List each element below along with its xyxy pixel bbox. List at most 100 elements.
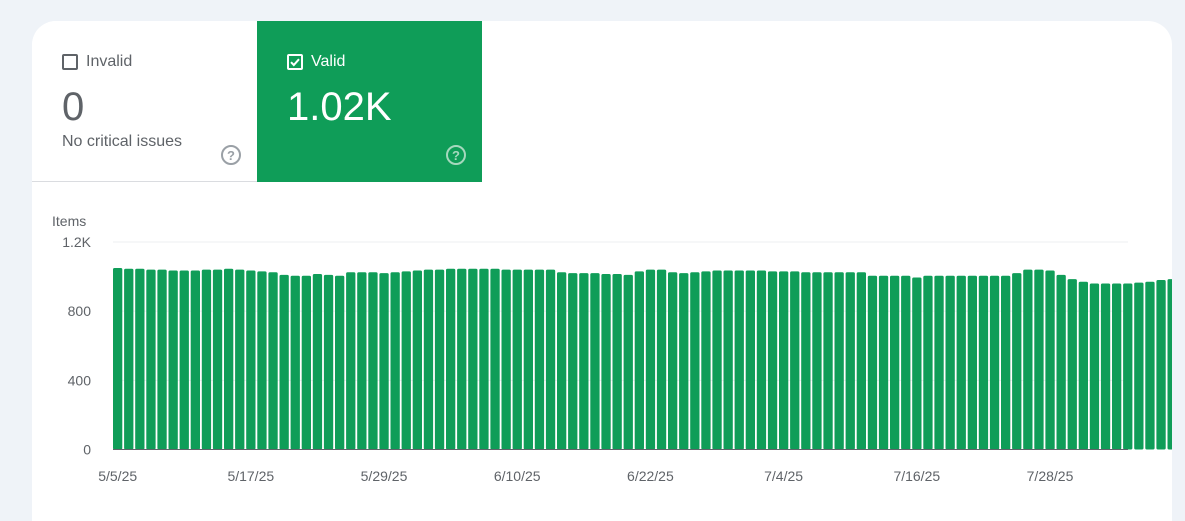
bar[interactable] — [945, 275, 955, 450]
bar[interactable] — [468, 268, 478, 450]
invalid-tile[interactable]: Invalid 0 No critical issues ? — [32, 21, 257, 182]
bar[interactable] — [1145, 281, 1155, 450]
bar[interactable] — [390, 272, 400, 450]
bar[interactable] — [224, 268, 234, 450]
bar[interactable] — [268, 272, 278, 450]
bar[interactable] — [1012, 273, 1022, 450]
bar[interactable] — [401, 271, 411, 450]
bar[interactable] — [967, 275, 977, 450]
bar[interactable] — [934, 275, 944, 450]
bar[interactable] — [656, 269, 667, 450]
bar[interactable] — [1123, 283, 1133, 450]
bar[interactable] — [246, 270, 256, 450]
invalid-checkbox[interactable] — [62, 54, 78, 70]
bar[interactable] — [767, 271, 778, 450]
bar[interactable] — [290, 275, 300, 450]
bar[interactable] — [423, 269, 434, 450]
bar[interactable] — [745, 270, 755, 450]
bar[interactable] — [257, 271, 267, 450]
bar[interactable] — [335, 275, 345, 450]
bar[interactable] — [668, 272, 678, 450]
bar[interactable] — [845, 272, 855, 450]
valid-tile[interactable]: Valid 1.02K ? — [257, 21, 482, 182]
bar[interactable] — [634, 271, 644, 450]
bar[interactable] — [135, 268, 145, 450]
bar[interactable] — [179, 270, 189, 450]
bar[interactable] — [1001, 275, 1011, 450]
bar[interactable] — [812, 272, 822, 450]
bar[interactable] — [190, 270, 200, 450]
bar[interactable] — [1067, 279, 1077, 450]
bar[interactable] — [1045, 270, 1055, 450]
bar[interactable] — [1134, 282, 1144, 450]
bar[interactable] — [823, 272, 833, 450]
bar[interactable] — [756, 270, 767, 450]
bar[interactable] — [379, 273, 389, 450]
bar[interactable] — [368, 272, 378, 450]
bar[interactable] — [357, 272, 367, 450]
bar[interactable] — [612, 273, 622, 450]
bar[interactable] — [1034, 269, 1044, 450]
bar[interactable] — [923, 275, 933, 450]
bar[interactable] — [878, 275, 889, 450]
help-icon[interactable]: ? — [221, 145, 241, 165]
bar[interactable] — [490, 268, 500, 450]
bar[interactable] — [590, 273, 600, 450]
bar[interactable] — [512, 269, 522, 450]
bar[interactable] — [645, 269, 656, 450]
bar[interactable] — [1100, 283, 1111, 450]
bar[interactable] — [201, 269, 212, 450]
bar[interactable] — [279, 274, 289, 450]
bar[interactable] — [790, 271, 800, 450]
bar[interactable] — [712, 270, 722, 450]
bar[interactable] — [723, 270, 733, 450]
bar[interactable] — [579, 273, 589, 450]
bar[interactable] — [113, 267, 123, 450]
bar[interactable] — [834, 272, 844, 450]
bar[interactable] — [545, 269, 556, 450]
bar[interactable] — [1156, 280, 1166, 450]
bar[interactable] — [124, 268, 134, 450]
bar[interactable] — [1112, 283, 1122, 450]
bar[interactable] — [434, 269, 445, 450]
bar[interactable] — [701, 271, 711, 450]
bar[interactable] — [901, 275, 911, 450]
bar[interactable] — [956, 275, 966, 450]
bar[interactable] — [734, 270, 744, 450]
bar[interactable] — [523, 269, 533, 450]
valid-checkbox[interactable] — [287, 54, 303, 70]
bar[interactable] — [346, 272, 356, 450]
bar[interactable] — [623, 274, 633, 450]
bar[interactable] — [534, 269, 545, 450]
bar[interactable] — [1089, 283, 1100, 450]
bar[interactable] — [856, 272, 866, 450]
bar[interactable] — [568, 273, 578, 450]
bar[interactable] — [557, 272, 567, 450]
bar[interactable] — [679, 273, 689, 450]
bar[interactable] — [323, 274, 334, 450]
bar[interactable] — [412, 270, 422, 450]
bar[interactable] — [1056, 274, 1066, 450]
bar[interactable] — [446, 268, 456, 450]
bar[interactable] — [212, 269, 223, 450]
bar[interactable] — [312, 273, 323, 450]
bar[interactable] — [890, 275, 900, 450]
bar[interactable] — [801, 272, 811, 450]
bar[interactable] — [989, 275, 1000, 450]
bar[interactable] — [912, 277, 922, 450]
bar[interactable] — [168, 270, 178, 450]
bar[interactable] — [301, 275, 311, 450]
bar[interactable] — [779, 271, 789, 450]
bar[interactable] — [1078, 281, 1088, 450]
bar[interactable] — [1167, 279, 1173, 450]
bar[interactable] — [479, 268, 489, 450]
bar[interactable] — [601, 273, 611, 450]
bar[interactable] — [457, 268, 467, 450]
help-icon[interactable]: ? — [446, 145, 466, 165]
bar[interactable] — [501, 269, 511, 450]
bar[interactable] — [978, 275, 989, 450]
bar[interactable] — [235, 269, 245, 450]
bar[interactable] — [1023, 269, 1033, 450]
bar[interactable] — [146, 269, 156, 450]
bar[interactable] — [157, 269, 167, 450]
